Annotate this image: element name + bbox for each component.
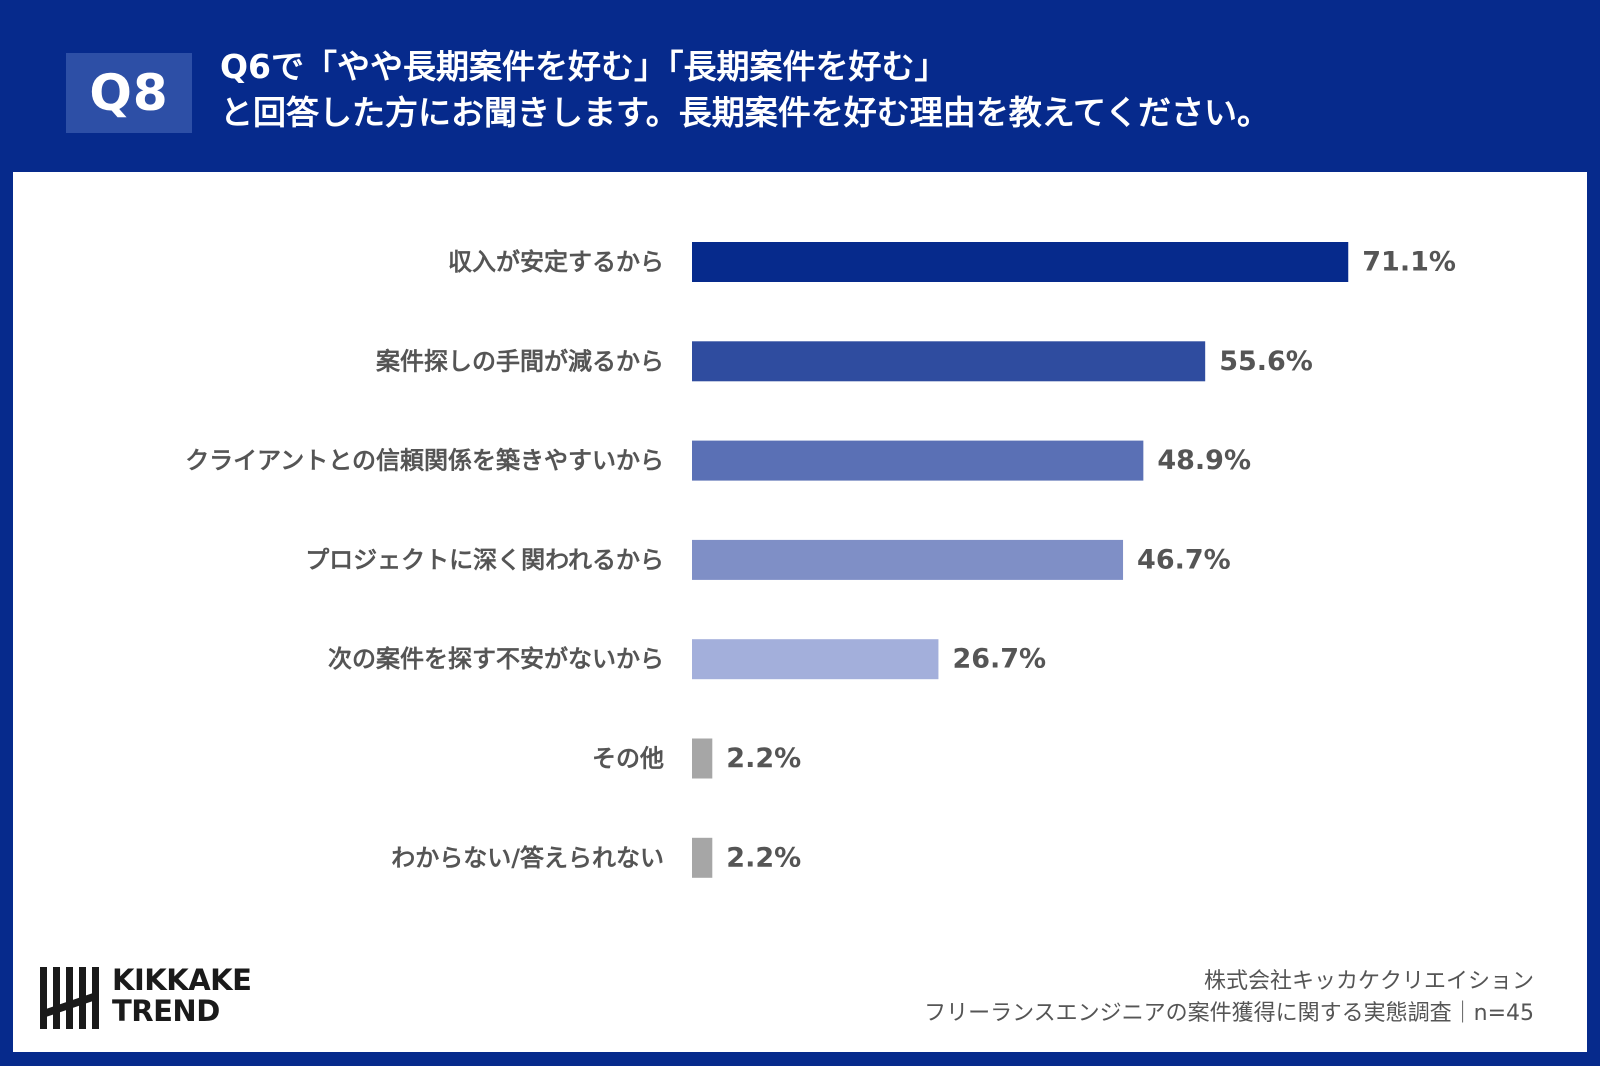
logo-line-2: TREND (112, 994, 220, 1028)
value-label: 2.2% (726, 743, 801, 774)
category-label: プロジェクトに深く関われるから (305, 546, 664, 574)
question-text: Q6で「やや長期案件を好む」「長期案件を好む」 と回答した方にお聞きします。長期… (220, 44, 1570, 136)
source-company: 株式会社キッカケクリエイション (1203, 969, 1534, 994)
question-badge: Q8 (66, 53, 192, 133)
chart-panel: 収入が安定するから 71.1% 案件探しの手間が減るから 55.6% クライアントとの信… (13, 172, 1587, 1052)
category-label: その他 (592, 745, 664, 773)
category-label: 次の案件を探す不安がないから (328, 645, 664, 673)
question-line-2: と回答した方にお聞きします。長期案件を好む理由を教えてください。 (220, 93, 1271, 132)
value-label: 71.1% (1362, 247, 1456, 278)
source-survey: フリーランスエンジニアの案件獲得に関する実態調査｜n=45 (924, 1001, 1534, 1026)
logo-text: KIKKAKE TREND (112, 963, 252, 1028)
bar (692, 639, 939, 680)
logo-line-1: KIKKAKE (112, 963, 252, 997)
category-label: 収入が安定するから (448, 248, 664, 276)
bar (692, 440, 1144, 481)
category-label: クライアントとの信頼関係を築きやすいから (185, 447, 664, 475)
source-note: 株式会社キッカケクリエイション フリーランスエンジニアの案件獲得に関する実態調査… (924, 966, 1534, 1030)
bar (692, 539, 1124, 580)
header: Q8 Q6で「やや長期案件を好む」「長期案件を好む」 と回答した方にお聞きします… (0, 0, 1600, 172)
bar (692, 738, 713, 779)
value-label: 26.7% (952, 644, 1046, 675)
value-label: 55.6% (1219, 346, 1313, 377)
bar (692, 837, 713, 878)
logo-bars-icon (40, 967, 99, 1029)
bar (692, 341, 1206, 382)
category-label: 案件探しの手間が減るから (375, 347, 664, 375)
question-line-1: Q6で「やや長期案件を好む」「長期案件を好む」 (220, 47, 948, 86)
value-label: 46.7% (1137, 544, 1231, 575)
kikkake-trend-logo: KIKKAKE TREND (40, 965, 280, 1029)
value-label: 2.2% (726, 842, 801, 873)
bar-chart: 収入が安定するから 71.1% 案件探しの手間が減るから 55.6% クライアントとの信… (185, 242, 1456, 878)
category-label: わからない/答えられない (391, 844, 664, 872)
bar (692, 242, 1349, 282)
value-label: 48.9% (1157, 445, 1251, 476)
